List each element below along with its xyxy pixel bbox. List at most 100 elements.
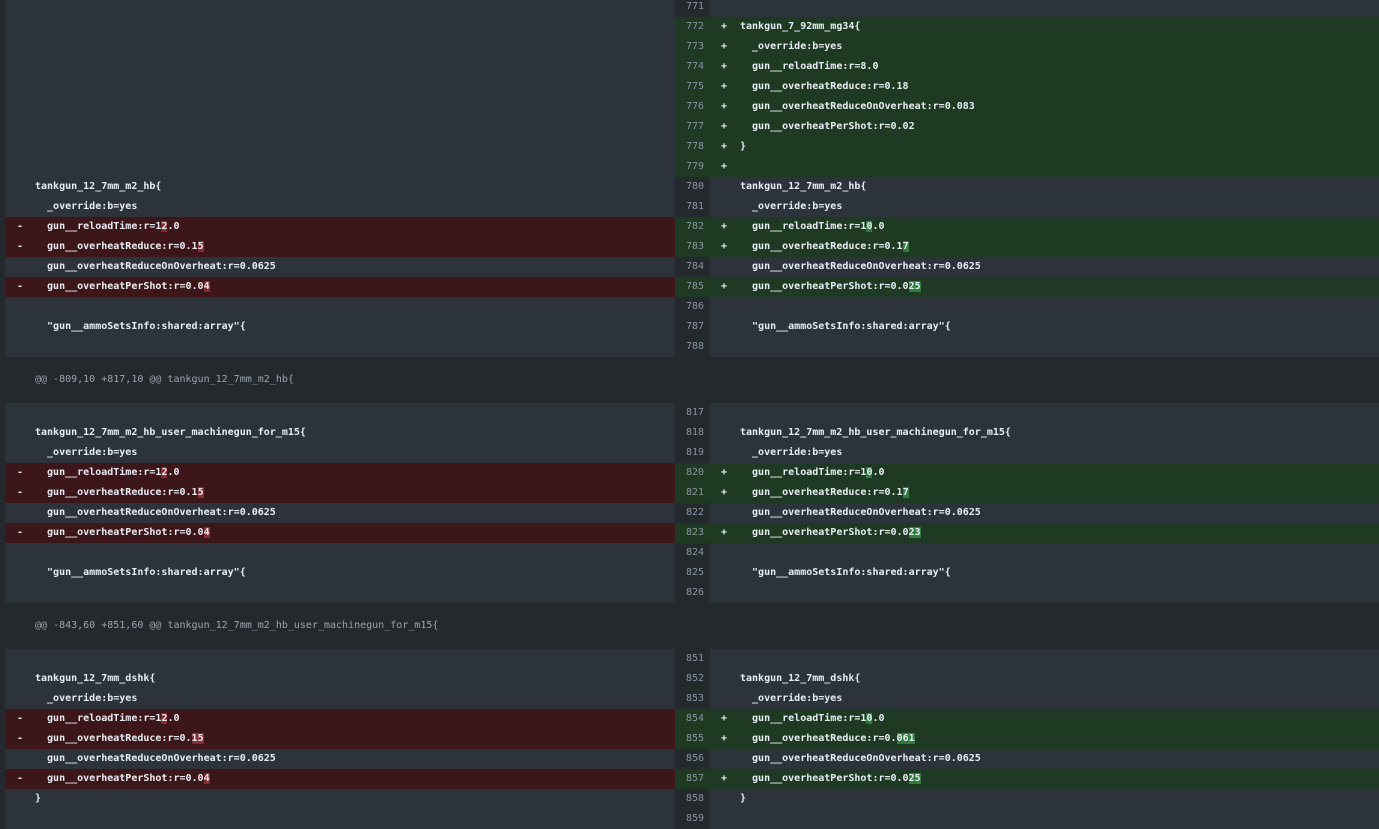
new-line[interactable] <box>710 0 1379 17</box>
old-line[interactable]: - gun__overheatPerShot:r=0.04 <box>5 277 675 297</box>
line-number-gutter[interactable]: 788 <box>675 337 710 357</box>
line-number-gutter[interactable]: 859 <box>675 809 710 829</box>
new-line[interactable]: + gun__overheatReduce:r=0.17 <box>710 483 1379 503</box>
new-line-number[interactable]: 823 <box>685 527 704 538</box>
new-line[interactable]: +} <box>710 137 1379 157</box>
empty-old-line[interactable] <box>5 57 675 77</box>
line-number-gutter[interactable]: 786 <box>675 297 710 317</box>
line-number-gutter[interactable]: 785 <box>675 277 710 297</box>
hunk-header[interactable]: @@ -809,10 +817,10 @@ tankgun_12_7mm_m2_… <box>0 357 1379 403</box>
new-line-number[interactable]: 820 <box>685 467 704 478</box>
old-line[interactable] <box>5 337 675 357</box>
new-line[interactable] <box>710 403 1379 423</box>
old-line[interactable]: } <box>5 789 675 809</box>
new-line-number[interactable]: 818 <box>685 427 704 438</box>
old-line[interactable]: - gun__overheatPerShot:r=0.04 <box>5 769 675 789</box>
new-line[interactable]: gun__overheatReduceOnOverheat:r=0.0625 <box>710 749 1379 769</box>
new-line-number[interactable]: 775 <box>685 81 704 92</box>
old-line[interactable]: - gun__overheatReduce:r=0.15 <box>5 237 675 257</box>
empty-old-line[interactable] <box>5 137 675 157</box>
new-line[interactable] <box>710 809 1379 829</box>
new-line[interactable]: tankgun_12_7mm_m2_hb{ <box>710 177 1379 197</box>
line-number-gutter[interactable]: 823 <box>675 523 710 543</box>
old-line[interactable]: _override:b=yes <box>5 689 675 709</box>
new-line-number[interactable]: 784 <box>685 261 704 272</box>
new-line[interactable]: + gun__overheatPerShot:r=0.025 <box>710 277 1379 297</box>
line-number-gutter[interactable]: 773 <box>675 37 710 57</box>
new-line-number[interactable]: 774 <box>685 61 704 72</box>
new-line-number[interactable]: 819 <box>685 447 704 458</box>
line-number-gutter[interactable]: 776 <box>675 97 710 117</box>
new-line[interactable]: + gun__overheatPerShot:r=0.02 <box>710 117 1379 137</box>
line-number-gutter[interactable]: 857 <box>675 769 710 789</box>
line-number-gutter[interactable]: 825 <box>675 563 710 583</box>
new-line[interactable]: _override:b=yes <box>710 443 1379 463</box>
old-line[interactable]: _override:b=yes <box>5 443 675 463</box>
new-line-number[interactable]: 777 <box>685 121 704 132</box>
new-line-number[interactable]: 785 <box>685 281 704 292</box>
new-line[interactable]: gun__overheatReduceOnOverheat:r=0.0625 <box>710 503 1379 523</box>
empty-old-line[interactable] <box>5 77 675 97</box>
old-line[interactable] <box>5 297 675 317</box>
new-line[interactable]: } <box>710 789 1379 809</box>
old-line[interactable]: _override:b=yes <box>5 197 675 217</box>
new-line-number[interactable]: 788 <box>685 341 704 352</box>
old-line[interactable]: - gun__overheatPerShot:r=0.04 <box>5 523 675 543</box>
new-line[interactable] <box>710 649 1379 669</box>
new-line-number[interactable]: 859 <box>685 813 704 824</box>
new-line-number[interactable]: 826 <box>685 587 704 598</box>
line-number-gutter[interactable]: 855 <box>675 729 710 749</box>
empty-old-line[interactable] <box>5 117 675 137</box>
new-line[interactable] <box>710 583 1379 603</box>
new-line-number[interactable]: 773 <box>685 41 704 52</box>
line-number-gutter[interactable]: 784 <box>675 257 710 277</box>
line-number-gutter[interactable]: 820 <box>675 463 710 483</box>
new-line[interactable]: + gun__overheatReduce:r=0.18 <box>710 77 1379 97</box>
line-number-gutter[interactable]: 775 <box>675 77 710 97</box>
old-line[interactable] <box>5 649 675 669</box>
new-line-number[interactable]: 852 <box>685 673 704 684</box>
hunk-header[interactable]: @@ -843,60 +851,60 @@ tankgun_12_7mm_m2_… <box>0 603 1379 649</box>
empty-old-line[interactable] <box>5 17 675 37</box>
old-line[interactable] <box>5 403 675 423</box>
line-number-gutter[interactable]: 854 <box>675 709 710 729</box>
new-line[interactable]: _override:b=yes <box>710 689 1379 709</box>
line-number-gutter[interactable]: 824 <box>675 543 710 563</box>
new-line-number[interactable]: 787 <box>685 321 704 332</box>
line-number-gutter[interactable]: 787 <box>675 317 710 337</box>
old-line[interactable]: - gun__reloadTime:r=12.0 <box>5 217 675 237</box>
new-line-number[interactable]: 817 <box>685 407 704 418</box>
new-line-number[interactable]: 857 <box>685 773 704 784</box>
new-line[interactable]: + gun__overheatReduce:r=0.17 <box>710 237 1379 257</box>
new-line[interactable]: + gun__overheatPerShot:r=0.025 <box>710 769 1379 789</box>
empty-old-line[interactable] <box>5 37 675 57</box>
new-line-number[interactable]: 824 <box>685 547 704 558</box>
old-line[interactable]: gun__overheatReduceOnOverheat:r=0.0625 <box>5 749 675 769</box>
line-number-gutter[interactable]: 779 <box>675 157 710 177</box>
line-number-gutter[interactable]: 852 <box>675 669 710 689</box>
old-line[interactable]: gun__overheatReduceOnOverheat:r=0.0625 <box>5 503 675 523</box>
old-line[interactable] <box>5 543 675 563</box>
new-line-number[interactable]: 855 <box>685 733 704 744</box>
old-line[interactable]: - gun__reloadTime:r=12.0 <box>5 463 675 483</box>
old-line[interactable]: - gun__overheatReduce:r=0.15 <box>5 729 675 749</box>
new-line-number[interactable]: 779 <box>685 161 704 172</box>
new-line-number[interactable]: 822 <box>685 507 704 518</box>
new-line-number[interactable]: 858 <box>685 793 704 804</box>
new-line[interactable] <box>710 543 1379 563</box>
new-line[interactable]: _override:b=yes <box>710 197 1379 217</box>
new-line[interactable] <box>710 337 1379 357</box>
line-number-gutter[interactable]: 856 <box>675 749 710 769</box>
line-number-gutter[interactable]: 781 <box>675 197 710 217</box>
line-number-gutter[interactable]: 782 <box>675 217 710 237</box>
line-number-gutter[interactable]: 774 <box>675 57 710 77</box>
new-line-number[interactable]: 854 <box>685 713 704 724</box>
new-line-number[interactable]: 853 <box>685 693 704 704</box>
old-line[interactable]: tankgun_12_7mm_dshk{ <box>5 669 675 689</box>
new-line[interactable]: "gun__ammoSetsInfo:shared:array"{ <box>710 317 1379 337</box>
new-line[interactable]: + gun__overheatReduceOnOverheat:r=0.083 <box>710 97 1379 117</box>
new-line[interactable]: + gun__reloadTime:r=10.0 <box>710 709 1379 729</box>
new-line-number[interactable]: 776 <box>685 101 704 112</box>
new-line-number[interactable]: 825 <box>685 567 704 578</box>
new-line-number[interactable]: 856 <box>685 753 704 764</box>
